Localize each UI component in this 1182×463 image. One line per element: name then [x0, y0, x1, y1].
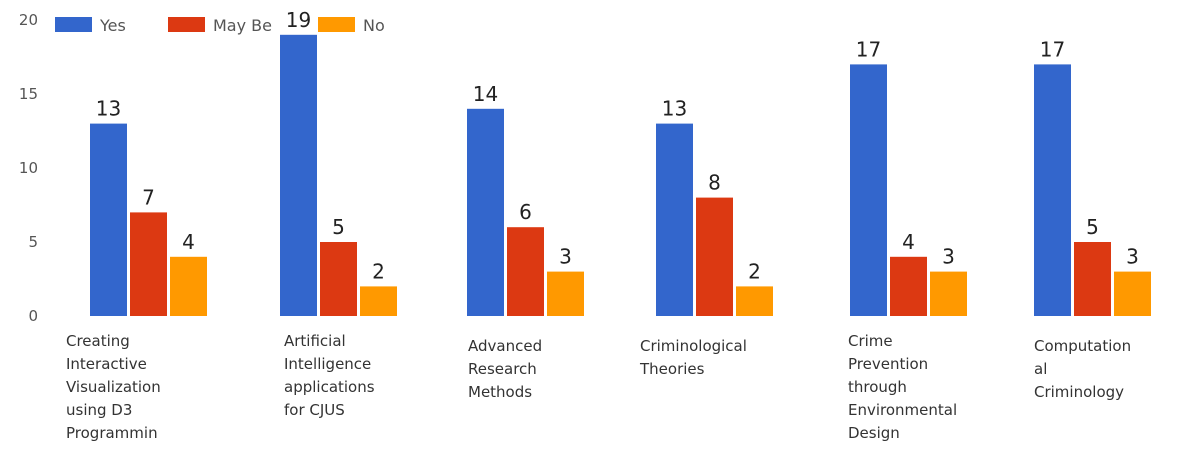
bar-yes [280, 35, 317, 316]
legend-label-may-be: May Be [213, 16, 272, 35]
bar-no [547, 272, 584, 316]
data-label-no: 3 [1126, 245, 1139, 269]
data-label-may-be: 5 [1086, 215, 1099, 239]
x-category-label: Advanced Research Methods [468, 335, 608, 404]
data-label-no: 2 [372, 259, 385, 283]
data-label-yes: 17 [856, 37, 881, 61]
legend-label-no: No [363, 16, 385, 35]
x-category-label: Artificial Intelligence applications for… [284, 330, 424, 422]
bar-no [1114, 272, 1151, 316]
bar-may-be [507, 227, 544, 316]
y-tick-label: 10 [19, 159, 38, 177]
y-tick-label: 20 [19, 11, 38, 29]
bar-may-be [696, 198, 733, 316]
data-label-no: 2 [748, 259, 761, 283]
x-category-label: Creating Interactive Visualization using… [66, 330, 206, 445]
bar-yes [656, 124, 693, 316]
x-category-label: Criminological Theories [640, 335, 780, 381]
data-label-no: 4 [182, 230, 195, 254]
bar-no [736, 286, 773, 316]
bar-yes [90, 124, 127, 316]
bar-may-be [890, 257, 927, 316]
data-label-may-be: 7 [142, 185, 155, 209]
y-tick-label: 0 [28, 307, 38, 325]
bar-yes [467, 109, 504, 316]
bar-yes [850, 64, 887, 316]
bar-may-be [130, 212, 167, 316]
y-tick-label: 15 [19, 85, 38, 103]
data-label-no: 3 [942, 245, 955, 269]
data-labels: 13 7 4 19 5 2 14 6 3 13 8 2 17 4 3 17 5 3 [96, 8, 1139, 284]
x-category-label: Crime Prevention through Environmental D… [848, 330, 988, 445]
data-label-yes: 13 [662, 97, 687, 121]
data-label-may-be: 8 [708, 171, 721, 195]
data-label-yes: 17 [1040, 37, 1065, 61]
bar-no [360, 286, 397, 316]
bar-no [930, 272, 967, 316]
y-tick-label: 5 [28, 233, 38, 251]
x-category-label: Computation al Criminology [1034, 335, 1174, 404]
bar-may-be [320, 242, 357, 316]
legend-swatch-yes [55, 17, 92, 32]
data-label-yes: 14 [473, 82, 498, 106]
bar-no [170, 257, 207, 316]
data-label-yes: 19 [286, 8, 311, 32]
legend-swatch-may-be [168, 17, 205, 32]
bar-yes [1034, 64, 1071, 316]
legend-label-yes: Yes [99, 16, 126, 35]
legend: Yes May Be No [55, 16, 385, 35]
data-label-may-be: 6 [519, 200, 532, 224]
bars [90, 35, 1151, 316]
data-label-may-be: 5 [332, 215, 345, 239]
data-label-may-be: 4 [902, 230, 915, 254]
y-axis: 0 5 10 15 20 [19, 11, 38, 325]
bar-may-be [1074, 242, 1111, 316]
legend-swatch-no [318, 17, 355, 32]
data-label-yes: 13 [96, 97, 121, 121]
data-label-no: 3 [559, 245, 572, 269]
